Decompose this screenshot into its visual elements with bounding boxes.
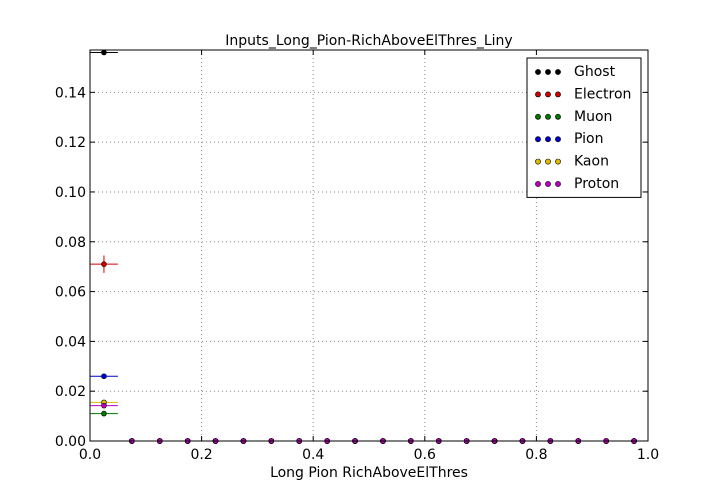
data-point [101,373,107,380]
data-point [101,410,107,417]
legend-marker [545,113,551,120]
legend-frame [526,57,642,198]
legend-marker [555,181,561,187]
legend-marker [535,113,541,120]
y-tick-label: 0.02 [55,384,86,400]
x-tick-label: 0.0 [79,447,101,463]
legend-item-muon: Muon [535,109,612,125]
legend-marker [555,91,561,98]
legend-marker [535,136,541,143]
legend-marker [555,136,561,143]
x-tick-label: 0.2 [190,447,212,463]
legend-marker [535,91,541,98]
data-point [101,402,107,409]
legend-marker [545,69,551,75]
x-axis-title: Long Pion RichAboveElThres [270,465,468,481]
y-tick-label: 0.04 [55,334,86,350]
legend-marker [535,69,541,75]
y-tick-label: 0.12 [55,135,86,151]
legend-item-ghost: Ghost [535,64,616,80]
y-tick-label: 0.14 [55,85,86,101]
legend-marker [545,136,551,143]
tick-layer: 0.0 0.2 0.4 0.6 0.8 1.0 0.00 0.02 0.04 0.06 0.08 0.… [55,50,659,463]
legend-marker [555,113,561,120]
plot-frame [89,49,649,442]
x-tick-label: 0.6 [414,447,436,463]
x-tick-label: 0.8 [525,447,547,463]
legend-marker [545,91,551,98]
legend-item-electron: Electron [535,86,631,102]
data-point [101,49,107,56]
legend-marker [535,181,541,187]
legend-marker [555,158,561,165]
legend-label: Pion [574,131,603,147]
data-point [101,261,107,267]
legend-item-proton: Proton [535,176,619,192]
legend-label: Muon [574,109,612,125]
legend-marker [545,181,551,187]
chart-title: Inputs_Long_Pion-RichAboveElThres_Liny [225,33,512,49]
x-tick-label: 1.0 [637,447,659,463]
legend-label: Electron [574,86,631,102]
legend-item-kaon: Kaon [535,154,609,170]
legend-marker [535,158,541,165]
legend-marker [555,69,561,75]
y-tick-label: 0.00 [55,434,86,450]
y-tick-label: 0.06 [55,285,86,301]
y-tick-label: 0.10 [55,185,86,201]
legend-label: Ghost [574,64,616,80]
legend-item-pion: Pion [535,131,603,147]
legend: Ghost Electron Muon Pion Kaon Proton [526,57,642,198]
y-tick-label: 0.08 [55,235,86,251]
legend-label: Proton [574,176,619,192]
legend-label: Kaon [574,154,609,170]
x-tick-label: 0.4 [302,447,324,463]
legend-marker [545,158,551,165]
